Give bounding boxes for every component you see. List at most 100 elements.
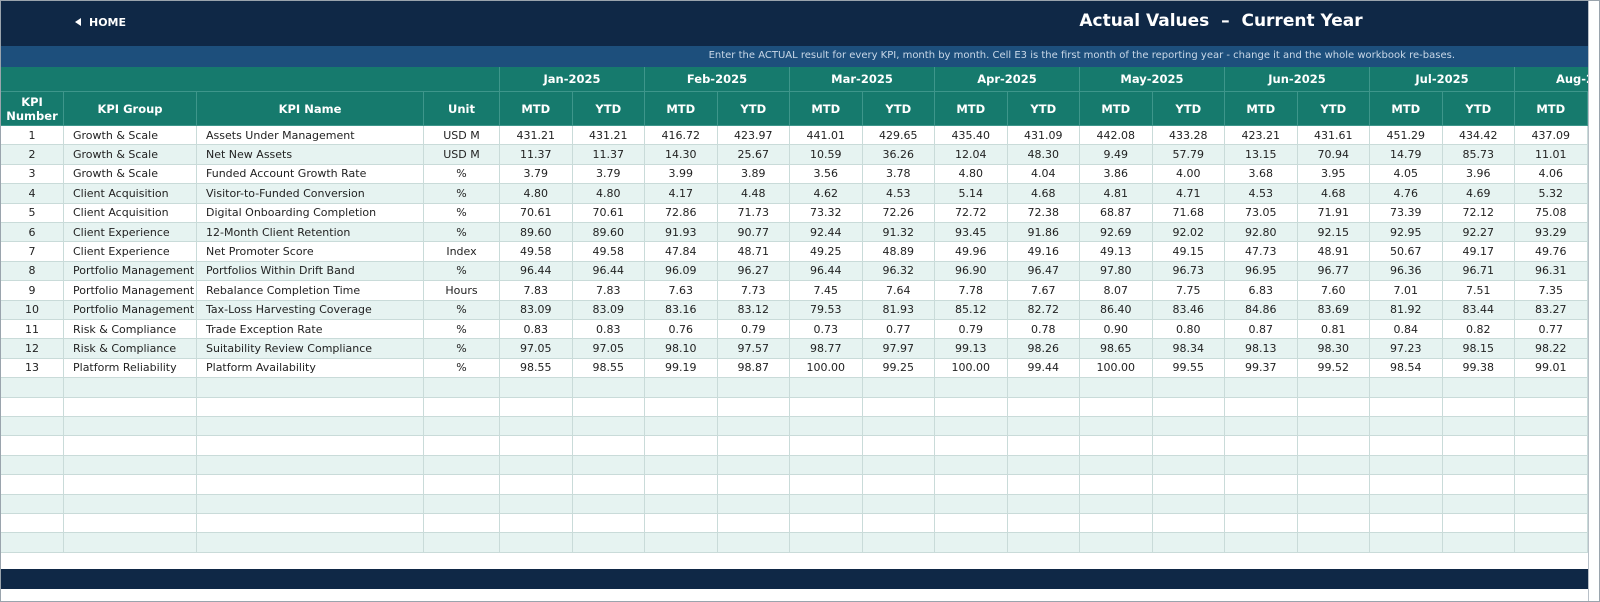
value-cell[interactable]: 83.69 bbox=[1297, 300, 1370, 320]
value-cell[interactable]: 4.06 bbox=[1515, 164, 1588, 185]
value-cell[interactable]: 98.65 bbox=[1080, 339, 1153, 359]
kpi-name[interactable]: Portfolios Within Drift Band bbox=[197, 261, 424, 282]
kpi-number[interactable]: 13 bbox=[1, 358, 64, 379]
value-cell[interactable]: 7.35 bbox=[1515, 281, 1588, 301]
value-cell[interactable]: 0.79 bbox=[935, 320, 1008, 340]
empty-cell[interactable] bbox=[500, 436, 573, 456]
kpi-group[interactable]: Client Acquisition bbox=[64, 203, 197, 223]
empty-cell[interactable] bbox=[1297, 455, 1370, 476]
value-cell[interactable]: 100.00 bbox=[935, 358, 1008, 379]
value-cell[interactable]: 97.05 bbox=[572, 339, 645, 359]
empty-cell[interactable] bbox=[64, 436, 197, 456]
kpi-group[interactable]: Growth & Scale bbox=[64, 164, 197, 185]
empty-cell[interactable] bbox=[1297, 475, 1370, 495]
value-cell[interactable]: 96.44 bbox=[500, 261, 573, 282]
empty-cell[interactable] bbox=[1152, 436, 1225, 456]
empty-cell[interactable] bbox=[500, 475, 573, 495]
value-cell[interactable]: 99.13 bbox=[935, 339, 1008, 359]
value-cell[interactable]: 8.07 bbox=[1080, 281, 1153, 301]
empty-cell[interactable] bbox=[500, 378, 573, 398]
empty-cell[interactable] bbox=[1370, 455, 1443, 476]
empty-cell[interactable] bbox=[717, 436, 790, 456]
value-cell[interactable]: 10.59 bbox=[790, 145, 863, 165]
empty-cell[interactable] bbox=[1297, 533, 1370, 553]
value-cell[interactable]: 0.84 bbox=[1370, 320, 1443, 340]
value-cell[interactable]: 437.09 bbox=[1515, 126, 1588, 146]
empty-cell[interactable] bbox=[64, 475, 197, 495]
value-cell[interactable]: 9.49 bbox=[1080, 145, 1153, 165]
empty-cell[interactable] bbox=[1297, 494, 1370, 514]
value-cell[interactable]: 49.16 bbox=[1007, 242, 1080, 262]
empty-cell[interactable] bbox=[1442, 475, 1515, 495]
value-cell[interactable]: 7.73 bbox=[717, 281, 790, 301]
kpi-name[interactable]: 12-Month Client Retention bbox=[197, 223, 424, 243]
value-cell[interactable]: 3.56 bbox=[790, 164, 863, 185]
empty-cell[interactable] bbox=[1515, 436, 1588, 456]
value-cell[interactable]: 431.21 bbox=[500, 126, 573, 146]
empty-cell[interactable] bbox=[197, 494, 424, 514]
value-cell[interactable]: 70.61 bbox=[572, 203, 645, 223]
kpi-name[interactable]: Rebalance Completion Time bbox=[197, 281, 424, 301]
empty-cell[interactable] bbox=[645, 397, 718, 417]
empty-cell[interactable] bbox=[1225, 417, 1298, 437]
empty-cell[interactable] bbox=[645, 436, 718, 456]
kpi-group[interactable]: Client Acquisition bbox=[64, 184, 197, 204]
value-cell[interactable]: 442.08 bbox=[1080, 126, 1153, 146]
empty-cell[interactable] bbox=[717, 378, 790, 398]
value-cell[interactable]: 7.63 bbox=[645, 281, 718, 301]
empty-cell[interactable] bbox=[1080, 494, 1153, 514]
empty-cell[interactable] bbox=[1442, 455, 1515, 476]
empty-cell[interactable] bbox=[1442, 494, 1515, 514]
empty-cell[interactable] bbox=[790, 436, 863, 456]
empty-cell[interactable] bbox=[645, 417, 718, 437]
value-cell[interactable]: 84.86 bbox=[1225, 300, 1298, 320]
empty-cell[interactable] bbox=[572, 436, 645, 456]
empty-cell[interactable] bbox=[790, 417, 863, 437]
empty-cell[interactable] bbox=[790, 455, 863, 476]
value-cell[interactable]: 433.28 bbox=[1152, 126, 1225, 146]
value-cell[interactable]: 99.44 bbox=[1007, 358, 1080, 379]
empty-cell[interactable] bbox=[1515, 533, 1588, 553]
value-cell[interactable]: 70.94 bbox=[1297, 145, 1370, 165]
kpi-name[interactable]: Suitability Review Compliance bbox=[197, 339, 424, 359]
kpi-number[interactable]: 3 bbox=[1, 164, 64, 185]
value-cell[interactable]: 14.30 bbox=[645, 145, 718, 165]
value-cell[interactable]: 4.17 bbox=[645, 184, 718, 204]
empty-cell[interactable] bbox=[572, 417, 645, 437]
empty-cell[interactable] bbox=[717, 494, 790, 514]
value-cell[interactable]: 99.37 bbox=[1225, 358, 1298, 379]
empty-cell[interactable] bbox=[1297, 378, 1370, 398]
value-cell[interactable]: 431.09 bbox=[1007, 126, 1080, 146]
value-cell[interactable]: 72.72 bbox=[935, 203, 1008, 223]
empty-cell[interactable] bbox=[717, 475, 790, 495]
value-cell[interactable]: 4.69 bbox=[1442, 184, 1515, 204]
empty-cell[interactable] bbox=[790, 514, 863, 534]
empty-cell[interactable] bbox=[1152, 475, 1225, 495]
kpi-name[interactable]: Digital Onboarding Completion bbox=[197, 203, 424, 223]
value-cell[interactable]: 72.86 bbox=[645, 203, 718, 223]
empty-cell[interactable] bbox=[862, 455, 935, 476]
value-cell[interactable]: 92.15 bbox=[1297, 223, 1370, 243]
value-cell[interactable]: 0.90 bbox=[1080, 320, 1153, 340]
value-cell[interactable]: 82.72 bbox=[1007, 300, 1080, 320]
empty-cell[interactable] bbox=[645, 514, 718, 534]
unit[interactable]: % bbox=[424, 203, 500, 223]
empty-cell[interactable] bbox=[935, 514, 1008, 534]
empty-cell[interactable] bbox=[1080, 533, 1153, 553]
unit[interactable]: % bbox=[424, 164, 500, 185]
empty-cell[interactable] bbox=[424, 417, 500, 437]
empty-cell[interactable] bbox=[64, 494, 197, 514]
value-cell[interactable]: 0.82 bbox=[1442, 320, 1515, 340]
value-cell[interactable]: 71.73 bbox=[717, 203, 790, 223]
empty-cell[interactable] bbox=[862, 417, 935, 437]
empty-cell[interactable] bbox=[64, 455, 197, 476]
value-cell[interactable]: 83.09 bbox=[500, 300, 573, 320]
value-cell[interactable]: 96.47 bbox=[1007, 261, 1080, 282]
empty-cell[interactable] bbox=[1007, 417, 1080, 437]
empty-cell[interactable] bbox=[1225, 475, 1298, 495]
value-cell[interactable]: 5.14 bbox=[935, 184, 1008, 204]
value-cell[interactable]: 3.95 bbox=[1297, 164, 1370, 185]
kpi-name[interactable]: Assets Under Management bbox=[197, 126, 424, 146]
value-cell[interactable]: 96.32 bbox=[862, 261, 935, 282]
empty-cell[interactable] bbox=[1080, 475, 1153, 495]
